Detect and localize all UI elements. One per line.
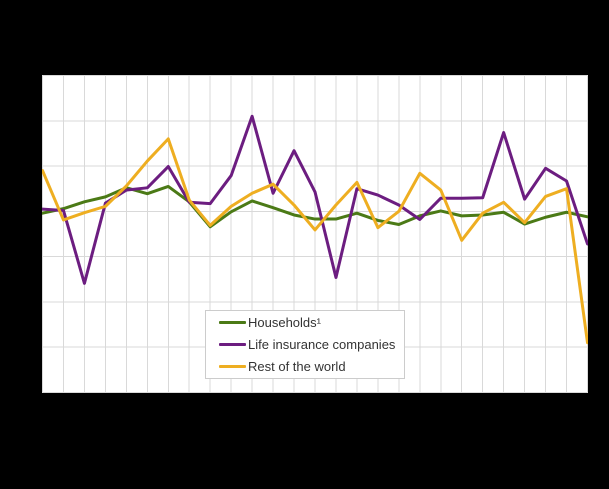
households-line-swatch: [219, 321, 246, 324]
life-insurance-line-swatch: [219, 343, 246, 346]
legend-label-households: Households¹: [248, 315, 321, 330]
rest-of-world-line-swatch: [219, 365, 246, 368]
legend-label-life-insurance: Life insurance companies: [248, 337, 396, 352]
legend-item-rest-of-world[interactable]: Rest of the world: [219, 357, 404, 376]
legend-label-rest-of-world: Rest of the world: [248, 359, 346, 374]
series-line-1[interactable]: [42, 114, 588, 285]
legend-item-life-insurance[interactable]: Life insurance companies: [219, 335, 404, 354]
legend-item-households[interactable]: Households¹: [219, 313, 404, 332]
legend-box: Households¹ Life insurance companies Res…: [205, 310, 405, 379]
series-line-2[interactable]: [42, 137, 588, 345]
